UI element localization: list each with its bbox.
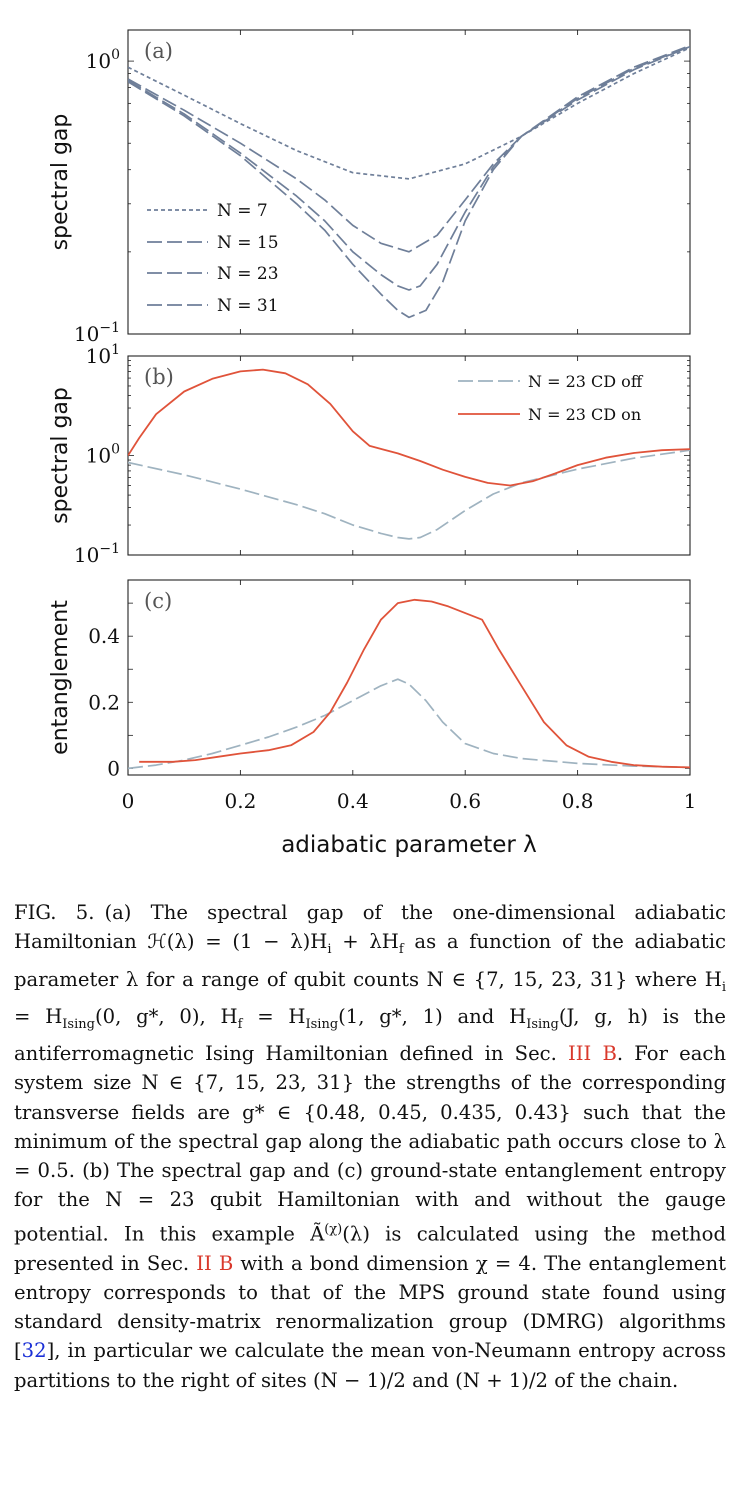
series-line-b-2 — [128, 368, 690, 487]
series-line-a-2 — [128, 45, 690, 253]
panel-label: (c) — [144, 589, 172, 613]
legend-label: N = 15 — [217, 233, 279, 253]
panel-label: (b) — [144, 365, 174, 389]
y-axis-label: spectral gap — [48, 114, 73, 251]
y-axis-label: entanglement — [48, 600, 73, 755]
x-axis-label: adiabatic parameter λ — [281, 832, 537, 858]
panel-c-frame — [127, 579, 691, 776]
caption-text: f — [237, 1016, 243, 1032]
caption-text: Ising — [62, 1016, 95, 1032]
y-tick-label: 0.4 — [88, 624, 120, 648]
x-tick-label: 1 — [684, 789, 697, 813]
caption-text: (0, g*, 0), H — [94, 1004, 238, 1028]
caption-text: (χ) — [324, 1221, 343, 1237]
series-line-a-3 — [128, 45, 690, 291]
caption-text: as a function of the adiabatic parameter… — [14, 930, 726, 991]
panel-label: (a) — [144, 39, 173, 63]
x-tick-label: 0.8 — [562, 789, 594, 813]
y-tick-label: 10−1 — [74, 320, 120, 346]
x-tick-label: 0.4 — [337, 789, 369, 813]
caption-text: = H — [242, 1004, 306, 1028]
caption-text: + λH — [331, 930, 399, 954]
caption-text: (a) The spectral gap of the one-dimensio… — [14, 901, 726, 954]
x-tick-label: 0 — [122, 789, 135, 813]
panel-c: 0.4 0.2 0 entanglement (c) — [48, 579, 691, 780]
section-reference[interactable]: III B — [568, 1041, 617, 1065]
x-axis: 0 0.2 0.4 0.6 0.8 1 — [122, 789, 697, 813]
caption-text: i — [327, 942, 332, 958]
caption-text: . For each system size N ∈ {7, 15, 23, 3… — [14, 1041, 726, 1246]
caption-text: (1, g*, 1) and H — [338, 1004, 527, 1028]
panel-a: 100 10−1 spectral gap (a) N = 7 N = 15 N = 23 N… — [48, 29, 691, 346]
y-tick-label: 10−1 — [74, 541, 120, 567]
series-line-a-4 — [128, 44, 690, 319]
caption-text: (λ) is calculated using the method prese… — [14, 1222, 726, 1275]
y-axis-label: spectral gap — [48, 387, 73, 524]
section-reference[interactable]: II B — [196, 1251, 234, 1275]
legend-label: N = 7 — [217, 201, 268, 221]
figure-caption: FIG. 5. (a) The spectral gap of the one-d… — [14, 898, 726, 1395]
legend-label: N = 31 — [217, 296, 279, 316]
x-tick-label: 0.6 — [449, 789, 481, 813]
caption-text: ], in particular we calculate the mean v… — [14, 1339, 726, 1392]
legend-label: N = 23 — [217, 264, 279, 284]
series-line-a-1 — [128, 46, 690, 180]
caption-text: (J, g, h) is the antiferromagnetic Ising… — [14, 1004, 726, 1065]
y-tick-label: 100 — [86, 442, 120, 468]
panel-a-frame — [127, 29, 691, 335]
caption-text: with a bond dimension χ = 4. The entangl… — [14, 1251, 727, 1363]
caption-text: Ising — [305, 1016, 339, 1032]
caption-text: i — [721, 979, 726, 995]
series-line-b-1 — [128, 449, 690, 540]
citation-link[interactable]: 32 — [21, 1339, 47, 1363]
y-tick-label: 0.2 — [88, 690, 120, 714]
series-line-c-1 — [128, 678, 690, 770]
caption-text: Ising — [526, 1016, 559, 1032]
caption-text: f — [398, 942, 404, 958]
series-line-c-2 — [139, 598, 690, 769]
caption-text: = H — [14, 1004, 63, 1028]
caption-label: FIG. 5. — [14, 901, 95, 924]
legend-label: N = 23 CD on — [528, 405, 641, 424]
y-tick-label: 0 — [107, 756, 120, 780]
x-tick-label: 0.2 — [224, 789, 256, 813]
y-tick-label: 100 — [86, 47, 120, 73]
legend-label: N = 23 CD off — [528, 372, 644, 391]
y-tick-label: 101 — [86, 342, 120, 368]
